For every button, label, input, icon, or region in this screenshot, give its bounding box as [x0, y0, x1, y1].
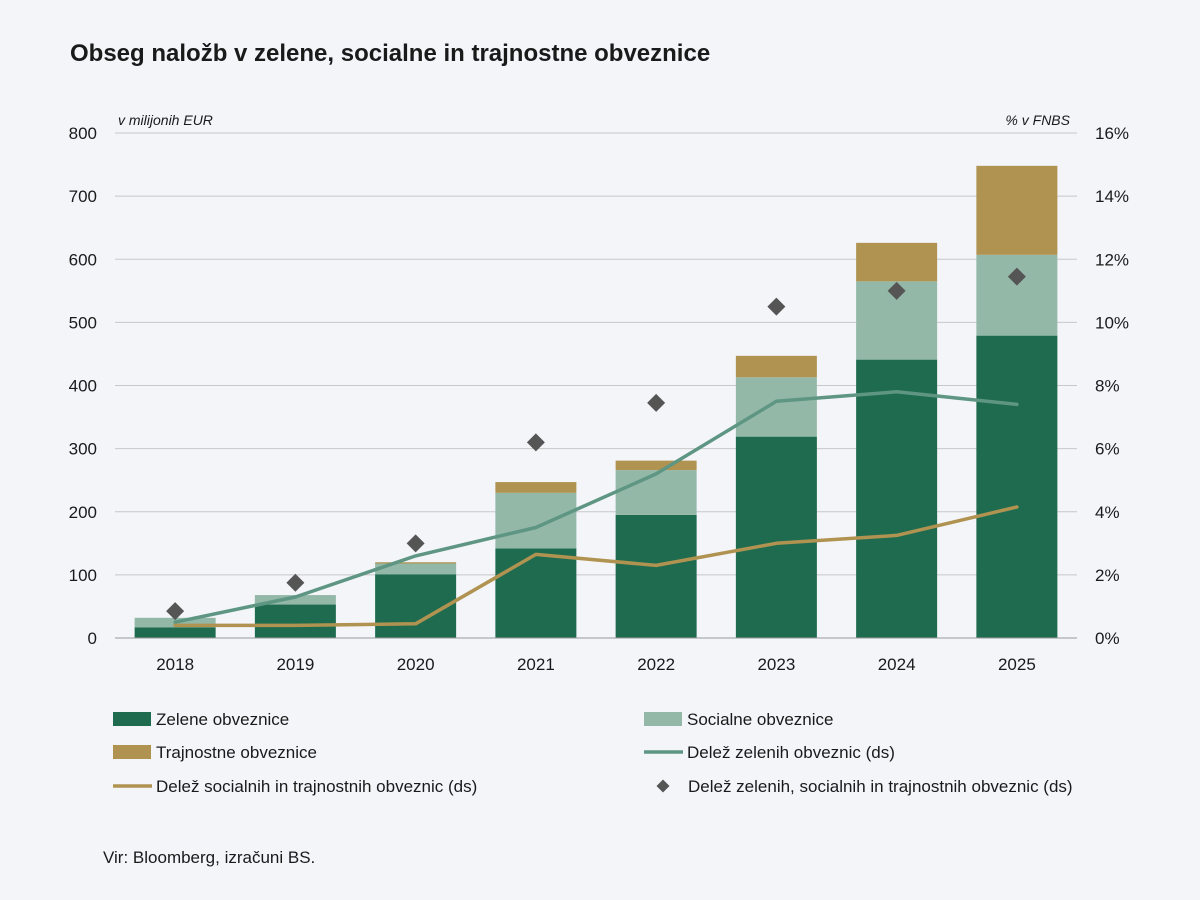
- source-note: Vir: Bloomberg, izračuni BS.: [103, 848, 315, 867]
- bar-segment-social-2021: [495, 492, 577, 549]
- bar-segment-sustainable-2022: [615, 460, 697, 471]
- bar-segment-green-2022: [615, 514, 697, 638]
- bar-segment-social-2023: [735, 377, 817, 437]
- left-axis-tick-label: 600: [69, 250, 97, 269]
- total-share-marker-2025: [1007, 267, 1026, 286]
- bar-segment-sustainable-2020: [375, 562, 457, 564]
- left-axis-tick-label: 400: [69, 377, 97, 396]
- bar-segment-social-2020: [375, 563, 457, 575]
- bar-segment-green-2024: [856, 359, 938, 638]
- total-share-marker-2019: [286, 573, 305, 592]
- bar-segment-sustainable-2024: [856, 242, 938, 282]
- x-axis-tick-label: 2019: [276, 655, 314, 674]
- right-axis-tick-label: 16%: [1095, 124, 1129, 143]
- total-share-marker-2021: [526, 433, 545, 452]
- legend-swatch: [656, 779, 670, 793]
- legend-label: Socialne obveznice: [687, 710, 833, 729]
- bar-segment-green-2020: [375, 574, 457, 638]
- right-axis-tick-label: 10%: [1095, 313, 1129, 332]
- legend-swatch: [113, 712, 151, 726]
- left-axis-tick-label: 0: [88, 629, 97, 648]
- x-axis-tick-label: 2025: [998, 655, 1036, 674]
- x-axis-tick-label: 2021: [517, 655, 555, 674]
- social-sustainable-share-line: [173, 505, 1019, 628]
- legend-label: Delež zelenih obveznic (ds): [687, 743, 895, 762]
- legend-swatch: [644, 712, 682, 726]
- bar-segment-sustainable-2025: [976, 165, 1058, 255]
- bar-segment-green-2019: [254, 604, 336, 638]
- left-axis-tick-label: 300: [69, 440, 97, 459]
- left-axis-unit-label: v milijonih EUR: [118, 112, 213, 128]
- bar-segment-social-2022: [615, 470, 697, 515]
- bar-segment-social-2025: [976, 254, 1058, 336]
- left-axis-tick-label: 100: [69, 566, 97, 585]
- right-axis-tick-label: 6%: [1095, 440, 1120, 459]
- bar-segment-green-2018: [134, 627, 216, 638]
- bar-segment-sustainable-2023: [735, 355, 817, 378]
- bar-segment-sustainable-2021: [495, 482, 577, 493]
- x-axis-tick-label: 2022: [637, 655, 675, 674]
- x-axis-tick-label: 2024: [878, 655, 916, 674]
- left-axis-tick-label: 800: [69, 124, 97, 143]
- bar-segment-social-2019: [254, 595, 336, 605]
- total-share-marker-2018: [166, 602, 185, 621]
- total-share-marker-2020: [406, 534, 425, 553]
- left-axis-tick-label: 700: [69, 187, 97, 206]
- legend-swatch: [113, 745, 151, 759]
- total-share-marker-2023: [767, 297, 786, 316]
- bar-segment-green-2025: [976, 335, 1058, 638]
- x-axis-tick-label: 2023: [757, 655, 795, 674]
- plot-area: 0 100 200 300 400 500 600 700 800 0% 2% 4% 6% 8% 10% 12…: [69, 124, 1129, 674]
- right-axis-tick-label: 12%: [1095, 250, 1129, 269]
- green-share-line: [173, 390, 1019, 624]
- total-share-marker-2024: [887, 281, 906, 300]
- bar-segment-green-2021: [495, 548, 577, 638]
- legend-label: Zelene obveznice: [156, 710, 289, 729]
- legend-label: Delež socialnih in trajnostnih obveznic …: [156, 777, 477, 796]
- x-axis-tick-label: 2018: [156, 655, 194, 674]
- right-axis-tick-label: 14%: [1095, 187, 1129, 206]
- left-axis-tick-label: 200: [69, 503, 97, 522]
- legend: Zelene obveznice Socialne obveznice Trajno…: [113, 710, 1073, 796]
- right-axis-tick-label: 8%: [1095, 377, 1120, 396]
- right-axis-unit-label: % v FNBS: [1005, 112, 1070, 128]
- x-axis-tick-label: 2020: [397, 655, 435, 674]
- legend-label: Trajnostne obveznice: [156, 743, 317, 762]
- right-axis-tick-label: 4%: [1095, 503, 1120, 522]
- right-axis-tick-label: 0%: [1095, 629, 1120, 648]
- right-axis-tick-label: 2%: [1095, 566, 1120, 585]
- total-share-marker-2022: [647, 393, 666, 412]
- bar-segment-green-2023: [735, 436, 817, 638]
- left-axis-tick-label: 500: [69, 313, 97, 332]
- chart-title: Obseg naložb v zelene, socialne in trajn…: [70, 40, 710, 67]
- legend-label: Delež zelenih, socialnih in trajnostnih …: [688, 777, 1073, 796]
